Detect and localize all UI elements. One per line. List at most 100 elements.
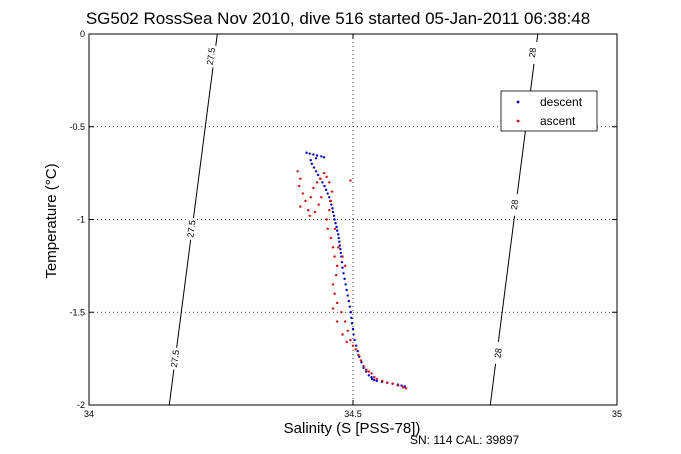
descent-point [338, 244, 341, 247]
ascent-point [333, 227, 337, 230]
descent-point [354, 344, 358, 347]
ascent-point [346, 329, 349, 332]
descent-point [310, 162, 314, 166]
descent-point [358, 355, 361, 358]
descent-point [312, 166, 316, 169]
descent-point [339, 247, 342, 251]
ascent-point [297, 184, 301, 188]
ascent-point [313, 210, 317, 214]
descent-point [342, 272, 345, 275]
y-tick-label: -1 [77, 215, 85, 225]
density-contour-label: 27.5 [169, 349, 181, 368]
descent-point [340, 260, 344, 264]
ascent-point [340, 311, 343, 314]
ascent-point [299, 205, 302, 208]
y-tick-label: -0.5 [69, 122, 85, 132]
descent-point [331, 207, 334, 210]
descent-point [331, 210, 335, 214]
ascent-point [317, 203, 320, 206]
contour-label-mask [169, 347, 181, 371]
density-contour-label: 28 [509, 199, 520, 210]
descent-point [328, 196, 331, 199]
ascent-point [386, 381, 389, 384]
density-contour-label: 28 [493, 347, 504, 358]
y-axis-label: Temperature (°C) [43, 163, 60, 278]
descent-point [362, 366, 365, 370]
ascent-point [362, 364, 365, 368]
x-tick-label: 34 [84, 409, 94, 419]
ascent-point [367, 370, 371, 373]
plot-area: 27.5 27.5 27.5 28 28 28 34 34.5 35 0 -0.5 -1 -1.5 -2 [69, 29, 622, 419]
ascent-point [337, 246, 340, 249]
ascent-point [329, 236, 333, 240]
ascent-point [328, 209, 331, 212]
ascent-point [365, 368, 368, 371]
ascent-point [396, 384, 400, 387]
ascent-point [299, 177, 302, 180]
x-axis-label: Salinity (S [PSS-78]) [284, 420, 421, 437]
ascent-point [304, 199, 307, 203]
legend: descent ascent [500, 90, 598, 132]
descent-point [335, 225, 338, 229]
descent-point [348, 305, 352, 308]
descent-point [308, 152, 311, 155]
descent-point [334, 222, 337, 225]
ascent-point [404, 387, 407, 390]
descent-point [320, 155, 323, 158]
ascent-point [331, 283, 335, 286]
ascent-point [391, 382, 394, 385]
descent-point [330, 203, 333, 206]
contour-label-mask [186, 217, 197, 241]
descent-point [321, 181, 324, 184]
ascent-point [349, 179, 352, 182]
ascent-point [380, 379, 384, 383]
descent-point [323, 184, 326, 188]
ascent-point [309, 196, 312, 199]
descent-point [350, 322, 354, 325]
ascent-point [315, 181, 319, 184]
descent-point [326, 192, 329, 195]
density-contour-label: 28 [527, 47, 538, 58]
ascent-point [328, 181, 331, 184]
descent-point [324, 188, 328, 192]
x-tick-label: 35 [612, 409, 622, 419]
descent-point [347, 299, 350, 303]
footer-serial-calibration: SN: 114 CAL: 39897 [410, 433, 520, 447]
density-contour-label: 27.5 [185, 219, 197, 238]
descent-point [375, 379, 378, 383]
legend-marker-ascent [516, 119, 520, 123]
contour-label-mask [492, 341, 504, 365]
ascent-point [357, 353, 360, 357]
ascent-point [343, 264, 347, 268]
ascent-point [341, 255, 344, 258]
descent-point [344, 283, 347, 286]
descent-point [339, 251, 343, 255]
legend-label-ascent: ascent [540, 114, 576, 128]
descent-point [309, 158, 312, 162]
ascent-point [325, 175, 328, 179]
descent-point [312, 153, 315, 156]
ascent-point [319, 177, 322, 180]
descent-point [333, 218, 336, 221]
density-contour-layer: 27.5 27.5 27.5 28 28 28 [168, 33, 539, 406]
chart-title: SG502 RossSea Nov 2010, dive 516 started… [86, 9, 590, 28]
ascent-point [320, 196, 323, 199]
ascent-point [401, 386, 405, 389]
descent-point [365, 370, 368, 373]
descent-point [372, 378, 376, 382]
descent-point [360, 361, 363, 364]
ascent-point [341, 333, 344, 336]
ascent-point [335, 264, 339, 268]
descent-point [367, 374, 371, 377]
descent-point [332, 214, 336, 217]
x-tick-label: 34.5 [344, 409, 362, 419]
descent-point [349, 311, 353, 314]
descent-point [337, 236, 340, 240]
descent-point [343, 277, 346, 281]
contour-label-mask [509, 193, 520, 217]
descent-point [400, 384, 403, 387]
descent-point [346, 294, 349, 297]
ascent-point [375, 377, 378, 381]
descent-point [305, 151, 308, 154]
